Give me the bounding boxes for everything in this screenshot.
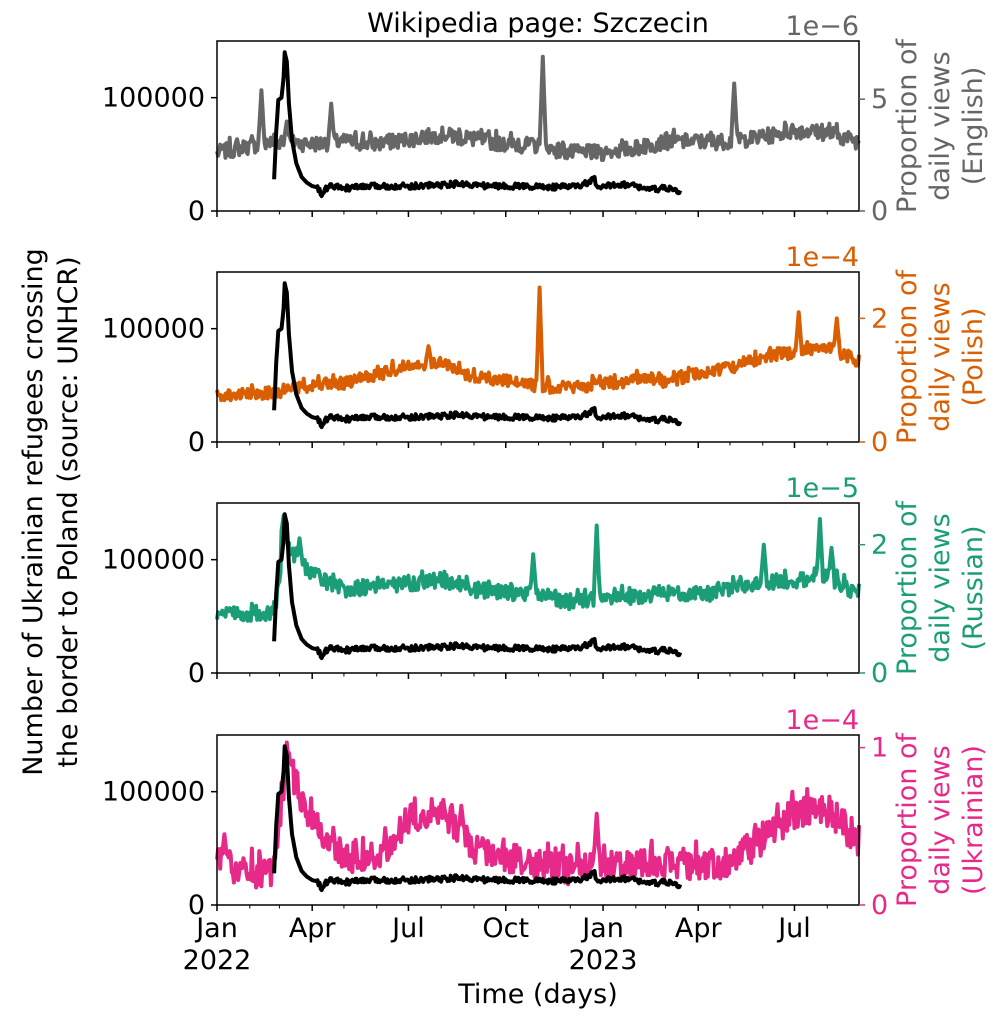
x-axis-label: Time (days): [457, 979, 617, 1010]
panel-russian: 0 100000 0 2 1e−5 Proportion of daily views (Ru…: [102, 473, 989, 689]
x-tick-label-year: 2022: [183, 945, 252, 976]
right-y-tick-label: 1: [871, 733, 888, 764]
right-y-axis-label: (English): [958, 67, 989, 186]
refugees-line: [272, 512, 683, 661]
refugees-line: [272, 50, 683, 199]
axes-frame: [216, 40, 860, 212]
right-y-axis-label: daily views: [925, 51, 956, 201]
right-y-axis-label: (Ukrainian): [958, 745, 989, 895]
right-y-axis-label: (Russian): [958, 525, 989, 650]
left-y-tick-label: 100000: [102, 314, 205, 345]
right-y-tick-label: 5: [871, 84, 888, 115]
right-y-tick-label: 0: [871, 196, 888, 227]
offset-text: 1e−5: [785, 473, 859, 504]
left-y-axis-label-line2: the border to Poland (source: UNHCR): [53, 256, 84, 767]
left-y-tick-label: 100000: [102, 777, 205, 808]
x-tick-label: Jan: [194, 913, 238, 944]
views-line-english: [215, 54, 861, 162]
right-y-axis-label: daily views: [925, 745, 956, 895]
right-y-axis-label: Proportion of: [892, 732, 923, 907]
refugees-line: [272, 744, 683, 893]
x-tick-label: Apr: [289, 913, 337, 944]
offset-text: 1e−6: [785, 11, 859, 42]
left-y-tick-label: 0: [188, 427, 205, 458]
x-tick-label-year: 2023: [569, 945, 638, 976]
right-y-tick-label: 2: [871, 530, 888, 561]
right-y-axis-label: Proportion of: [892, 269, 923, 444]
left-y-tick-label: 100000: [102, 83, 205, 114]
x-tick-label: Jan: [580, 913, 624, 944]
axes-frame: [216, 502, 860, 674]
left-y-tick-label: 100000: [102, 545, 205, 576]
right-y-axis-label: daily views: [925, 513, 956, 663]
left-y-axis-label-line1: Number of Ukrainian refugees crossing: [18, 248, 49, 776]
panel-ukrainian: 0 100000 0 1 1e−4 Proportion of daily views (Uk…: [102, 705, 989, 976]
views-line-ukrainian: [215, 740, 861, 890]
x-tick-label: Jul: [776, 913, 811, 944]
x-tick-label: Oct: [482, 913, 529, 944]
panel-polish: 0 100000 0 2 1e−4 Proportion of daily views (Po…: [102, 242, 989, 458]
left-y-tick-label: 0: [188, 196, 205, 227]
offset-text: 1e−4: [785, 705, 859, 736]
axes-frame: [216, 734, 860, 906]
left-y-tick-label: 0: [188, 890, 205, 921]
refugees-line: [272, 281, 683, 430]
axes-frame: [216, 271, 860, 443]
left-y-tick-label: 0: [188, 658, 205, 689]
right-y-axis-label: (Polish): [958, 307, 989, 406]
right-y-axis-label: daily views: [925, 282, 956, 432]
right-y-tick-label: 2: [871, 303, 888, 334]
panel-english: 0 100000 0 5 1e−6 Proportion of daily views (En…: [102, 11, 989, 227]
right-y-tick-label: 0: [871, 890, 888, 921]
x-tick-label: Apr: [675, 913, 723, 944]
right-y-axis-label: Proportion of: [892, 500, 923, 675]
chart-title: Wikipedia page: Szczecin: [367, 8, 709, 39]
x-tick-label: Jul: [390, 913, 425, 944]
offset-text: 1e−4: [785, 242, 859, 273]
views-line-polish: [215, 285, 861, 403]
views-line-russian: [215, 513, 861, 623]
right-y-tick-label: 0: [871, 427, 888, 458]
right-y-axis-label: Proportion of: [892, 38, 923, 213]
right-y-tick-label: 0: [871, 658, 888, 689]
